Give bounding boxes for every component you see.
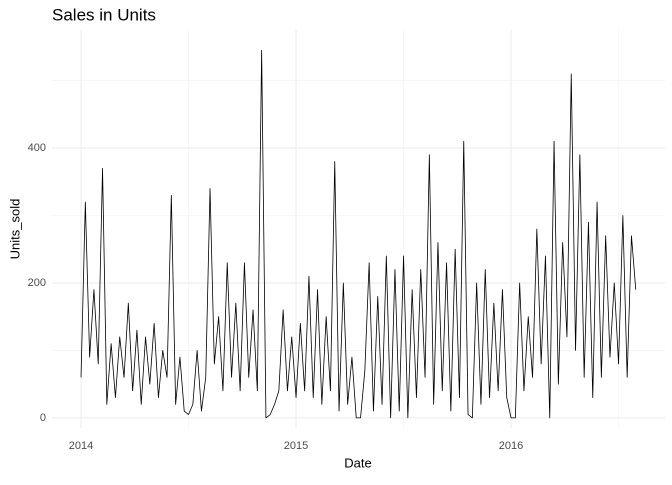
- chart-title: Sales in Units: [52, 5, 156, 24]
- y-axis-label: Units_sold: [7, 199, 22, 260]
- x-tick-label: 2014: [69, 440, 93, 452]
- x-tick-label: 2016: [499, 440, 523, 452]
- data-line: [80, 49, 637, 419]
- y-tick-label: 0: [40, 412, 46, 424]
- x-axis-label: Date: [344, 455, 371, 470]
- y-tick-label: 400: [28, 142, 46, 154]
- y-tick-label: 200: [28, 277, 46, 289]
- x-tick-label: 2015: [284, 440, 308, 452]
